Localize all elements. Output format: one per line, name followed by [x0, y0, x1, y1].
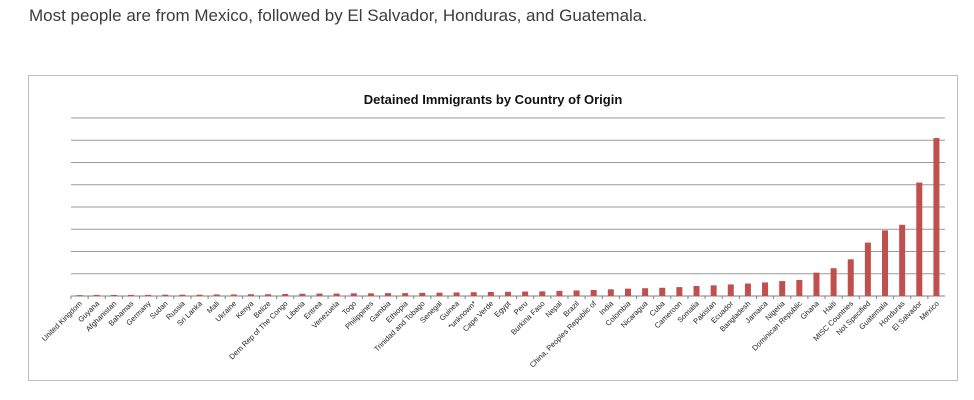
x-tick-label: Kenya [234, 298, 256, 320]
bar [196, 294, 203, 296]
bar [830, 268, 837, 296]
x-tick-label: United Kingdom [40, 299, 84, 343]
bar [350, 293, 357, 296]
bar [505, 291, 511, 296]
chart-title: Detained Immigrants by Country of Origin [363, 92, 623, 107]
bar [522, 291, 529, 296]
page-caption: Most people are from Mexico, followed by… [29, 6, 647, 25]
bar [367, 293, 374, 296]
bar [436, 292, 443, 296]
bar [127, 294, 134, 296]
bar [864, 242, 871, 296]
bar [230, 294, 237, 296]
bar [642, 288, 649, 296]
bar [556, 290, 563, 296]
bar [265, 294, 272, 296]
bar [710, 285, 717, 296]
bar [76, 295, 83, 296]
bar [813, 272, 820, 296]
bar [573, 290, 580, 296]
bar [676, 287, 683, 296]
bar [419, 292, 426, 296]
bar [762, 282, 769, 296]
bar [727, 284, 734, 296]
bar [539, 291, 546, 296]
bar [110, 294, 117, 296]
x-tick-label: Ghana [799, 298, 822, 321]
bar [659, 287, 666, 296]
bar [590, 289, 597, 296]
bar [796, 279, 803, 296]
bar [213, 294, 220, 296]
bar [299, 293, 306, 296]
bar [402, 293, 409, 296]
x-tick-label: Mexico [918, 299, 941, 322]
bar [316, 293, 323, 296]
bar [607, 289, 614, 296]
bar [162, 294, 169, 296]
x-tick-label: Nepal [544, 299, 564, 319]
bar [385, 293, 392, 296]
bar [453, 292, 460, 296]
bar [624, 288, 631, 296]
bar [933, 138, 940, 296]
bar [916, 182, 923, 296]
bar [744, 283, 751, 296]
bar [93, 294, 100, 296]
bar [847, 259, 854, 296]
bar [693, 285, 700, 296]
bar [779, 281, 786, 296]
bar [899, 224, 906, 296]
bar [282, 294, 289, 296]
bar [247, 294, 254, 296]
bar [179, 294, 186, 296]
bar [470, 292, 477, 296]
bar [487, 292, 494, 296]
chart-frame: Detained Immigrants by Country of Origin [28, 75, 958, 381]
bar [145, 294, 152, 296]
x-tick-label: Egypt [492, 298, 513, 319]
bar [882, 230, 889, 296]
bar [333, 293, 340, 296]
